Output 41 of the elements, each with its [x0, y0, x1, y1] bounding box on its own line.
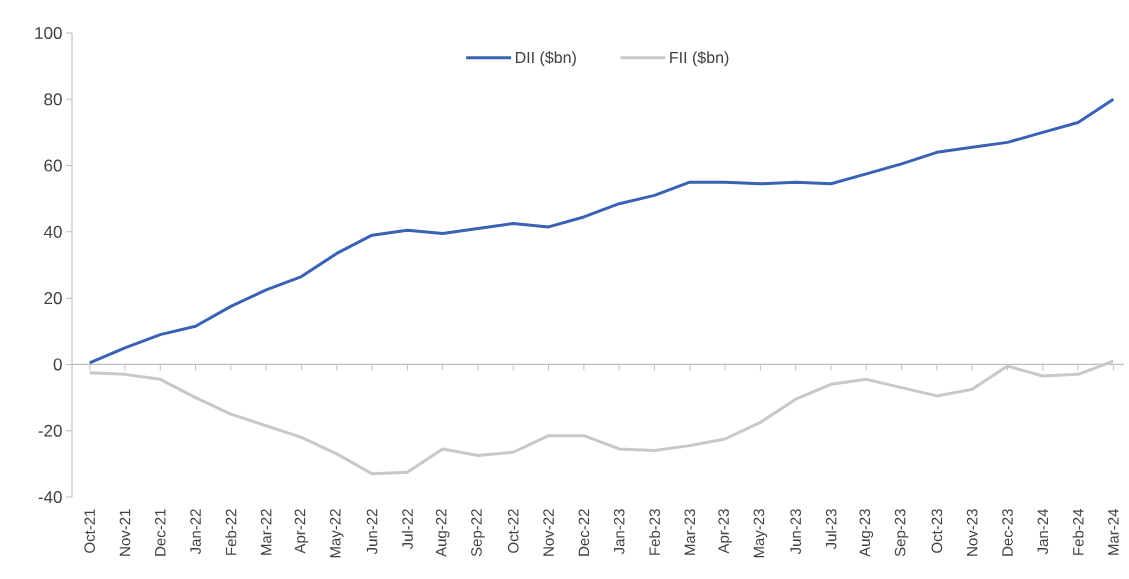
- x-tick-label: May-22: [329, 509, 344, 558]
- x-tick-label: Jun-23: [790, 509, 801, 555]
- x-tick-label: Feb-24: [1072, 508, 1084, 555]
- x-tick-label: Oct-22: [507, 509, 519, 553]
- x-tick-label: Jan-24: [1037, 508, 1049, 555]
- x-tick-label: May-23: [753, 509, 768, 558]
- line-series: [88, 97, 1115, 365]
- x-tick-label: Jun-22: [366, 509, 378, 555]
- y-tick-label: 0: [53, 358, 62, 371]
- y-tick-label: 80: [44, 93, 62, 106]
- x-tick-label: Feb-22: [225, 509, 237, 555]
- x-tick-label: Sep-23: [894, 509, 909, 557]
- x-tick-label: Oct-21: [84, 509, 95, 553]
- x-tick-label: Mar-24: [1108, 508, 1119, 555]
- x-tick-label: Sep-22: [471, 509, 485, 557]
- y-tick-label: -40: [38, 490, 62, 504]
- x-tick-label: Dec-23: [1002, 509, 1013, 556]
- x-tick-label: Jan-23: [613, 509, 625, 555]
- x-tick-label: Jul-22: [401, 509, 413, 550]
- y-tick-label: 20: [44, 292, 62, 305]
- y-tick-label: 60: [44, 159, 62, 172]
- y-tick-label: 40: [43, 225, 62, 238]
- x-tick-label: Jul-23: [825, 509, 837, 550]
- x-tick-label: Nov-22: [543, 509, 554, 556]
- x-tick-label: Mar-23: [684, 509, 696, 555]
- x-tick-label: Jan-22: [190, 509, 201, 555]
- y-tick-label: -20: [38, 424, 62, 437]
- x-tick-label: Feb-23: [648, 509, 660, 555]
- y-tick-label: 100: [35, 26, 62, 40]
- x-tick-label: Dec-21: [154, 509, 166, 556]
- legend-label: FII ($bn): [670, 51, 729, 67]
- x-tick-label: Aug-23: [859, 509, 874, 557]
- x-tick-label: Nov-21: [119, 509, 131, 556]
- legend-label: DII ($bn): [515, 51, 576, 67]
- x-tick-label: Nov-23: [966, 509, 978, 556]
- x-tick-label: Aug-22: [435, 509, 450, 557]
- x-tick-label: Apr-22: [294, 509, 309, 554]
- x-tick-label: Mar-22: [260, 509, 272, 555]
- x-tick-label: Dec-22: [578, 509, 590, 556]
- x-tick-label: Apr-23: [718, 509, 732, 554]
- x-tick-label: Oct-23: [931, 509, 943, 553]
